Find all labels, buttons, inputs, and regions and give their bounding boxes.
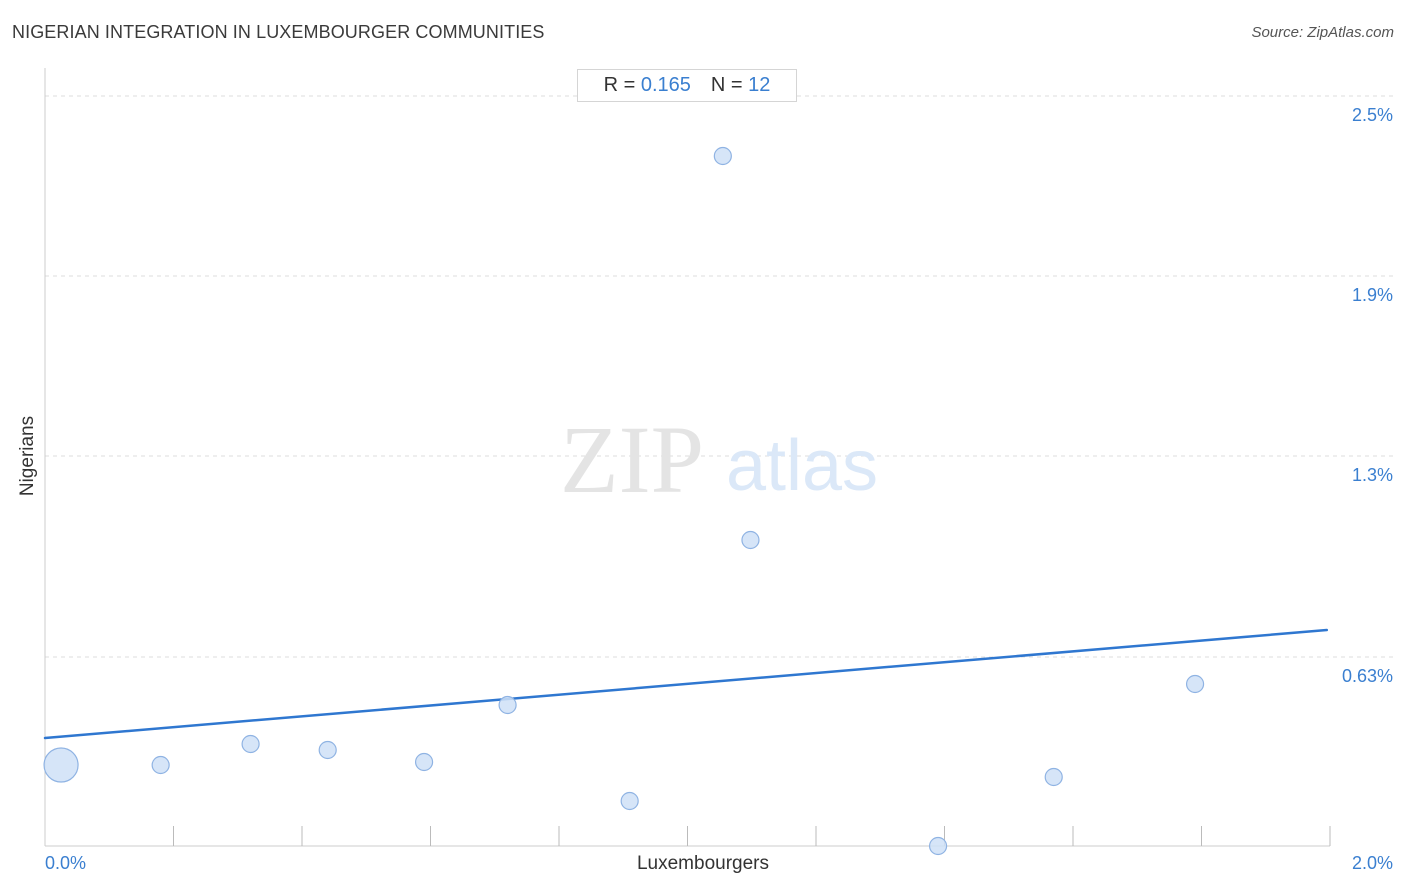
- trend-line-group: [43, 628, 1329, 740]
- watermark-atlas: atlas: [726, 426, 878, 506]
- n-label: N =: [710, 74, 743, 96]
- data-point-2: [241, 734, 260, 754]
- x-tick-label-1: 2.0%: [1352, 853, 1393, 873]
- grid-lines: [45, 95, 1394, 658]
- y-tick-label-3: 2.5%: [1352, 105, 1393, 125]
- data-point-6: [620, 791, 639, 811]
- source-label: Source: ZipAtlas.com: [1251, 24, 1394, 41]
- y-tick-label-1: 1.3%: [1352, 465, 1393, 485]
- r-label: R =: [603, 74, 636, 96]
- data-point-3: [318, 740, 337, 760]
- data-point-11: [1185, 674, 1205, 694]
- watermark: ZIP atlas: [560, 406, 878, 513]
- data-point-10: [1044, 767, 1063, 787]
- x-axis-label: Luxembourgers: [636, 853, 770, 874]
- axes: [44, 68, 1331, 847]
- data-point-7: [713, 146, 732, 166]
- data-point-8: [741, 530, 760, 550]
- data-point-9: [928, 836, 948, 856]
- chart-title: NIGERIAN INTEGRATION IN LUXEMBOURGER COM…: [12, 22, 545, 42]
- data-point-5: [498, 695, 517, 715]
- watermark-zip: ZIP: [560, 406, 704, 513]
- trend-line: [43, 628, 1329, 740]
- data-point-0: [43, 747, 79, 783]
- stats-box: R = 0.165 N = 12: [577, 69, 797, 102]
- tick-labels: 0.63% 1.3% 1.9% 2.5% 0.0% 2.0%: [45, 105, 1393, 873]
- y-axis-label: Nigerians: [17, 415, 38, 497]
- y-tick-label-2: 1.9%: [1352, 285, 1393, 305]
- y-tick-label-0: 0.63%: [1342, 666, 1393, 686]
- n-value: 12: [748, 74, 771, 96]
- data-point-1: [151, 755, 170, 775]
- x-tick-label-0: 0.0%: [45, 853, 86, 873]
- data-points: [43, 146, 1205, 856]
- data-point-4: [414, 752, 434, 772]
- r-value: 0.165: [640, 74, 691, 96]
